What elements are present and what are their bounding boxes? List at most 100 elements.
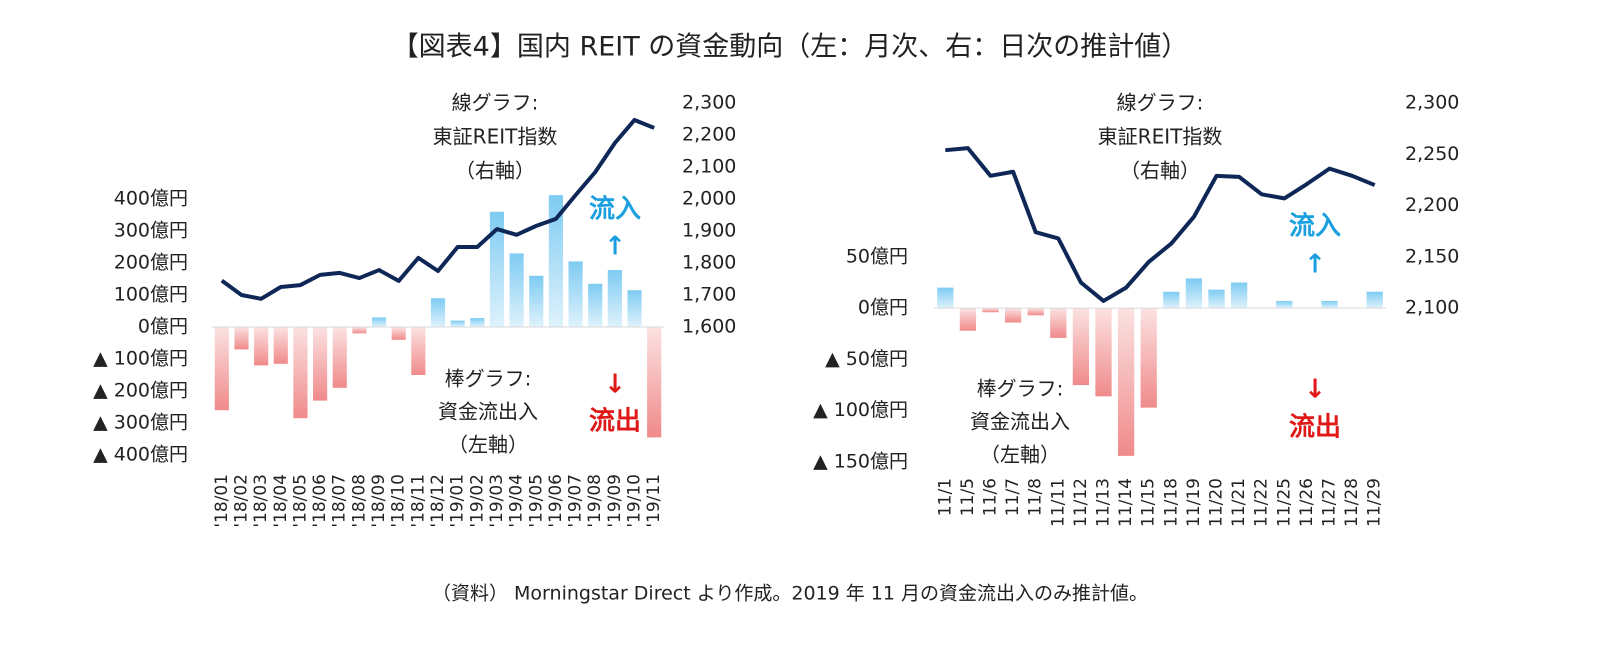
annotation: 東証REIT指数 [433,125,558,149]
x-tick-label: 11/21 [1229,478,1249,527]
x-tick-label: '18/10 [389,474,409,528]
y-tick-label: ▲ 100億円 [93,348,188,370]
bar [293,327,308,419]
y2-tick-label: 2,150 [1405,245,1459,267]
annotation: 流出 [1289,413,1341,443]
bar [509,253,524,327]
bar [1276,300,1293,309]
x-tick-label: 11/29 [1365,478,1385,527]
annotation: ↓ [604,370,626,400]
x-tick-label: '18/06 [310,474,330,528]
annotation: 棒グラフ: [445,367,532,391]
y-tick-label: ▲ 200億円 [93,380,188,402]
y2-tick-label: 1,900 [682,220,736,242]
y-tick-label: ▲ 300億円 [93,412,188,434]
annotation: （右軸） [455,159,535,183]
x-tick-label: '18/08 [349,474,369,528]
annotation: （左軸） [980,443,1060,467]
x-tick-label: 11/22 [1252,478,1272,527]
y-tick-label: 50億円 [846,245,908,267]
x-tick-label: '18/04 [271,474,291,528]
x-tick-label: 11/15 [1139,478,1159,527]
x-tick-label: 11/26 [1297,478,1317,527]
bar [1004,308,1022,323]
bar [1072,308,1090,386]
x-tick-label: '18/12 [428,474,448,528]
x-tick-label: '19/06 [546,474,566,528]
bar [982,308,999,313]
bar [313,327,328,401]
y-tick-label: 0億円 [138,316,188,338]
bar [1140,308,1157,408]
y-tick-label: 100億円 [114,284,188,306]
y2-tick-label: 2,200 [1405,194,1459,216]
annotation: 流出 [589,407,641,437]
annotation: 線グラフ: [452,91,539,115]
y2-tick-label: 2,200 [682,124,736,146]
x-tick-label: 11/7 [1003,478,1023,516]
x-tick-label: '19/11 [644,474,664,528]
x-tick-label: 11/18 [1161,478,1181,527]
x-tick-label: '18/05 [290,474,310,528]
bar [627,290,642,327]
x-tick-label: 11/27 [1320,478,1340,527]
bar [1185,278,1203,309]
x-tick-label: '19/01 [448,474,468,528]
bar [1230,282,1248,309]
bar [647,327,662,438]
line [220,117,655,301]
page-title: 【図表4】国内 REIT の資金動向（左：月次、右：日次の推計値） [392,32,1189,63]
bar [371,317,387,327]
bar [568,261,583,327]
annotation: 流入 [1289,212,1341,242]
bar [529,275,544,327]
x-tick-label: 11/1 [935,478,955,516]
x-tick-label: '18/02 [231,474,251,528]
annotation: ↑ [1304,250,1326,280]
bar [1366,291,1383,309]
bar [234,327,249,350]
annotation: （右軸） [1120,159,1200,183]
x-tick-label: 11/20 [1207,478,1227,527]
x-tick-label: '19/09 [605,474,625,528]
x-tick-label: '19/05 [526,474,546,528]
bar [1050,308,1067,338]
x-tick-label: 11/25 [1274,478,1294,527]
line [945,146,1376,303]
y-tick-label: 300億円 [114,220,188,242]
y-tick-label: ▲ 400億円 [93,444,188,466]
annotation: 東証REIT指数 [1098,125,1223,149]
bar [391,327,406,340]
annotation: ↑ [604,232,626,262]
x-tick-label: 11/6 [981,478,1001,516]
x-tick-label: 11/14 [1116,478,1136,527]
x-tick-label: '18/01 [212,474,232,528]
x-tick-label: 11/28 [1342,478,1362,527]
bar [489,211,505,327]
y-tick-label: ▲ 50億円 [825,348,908,370]
x-tick-label: '19/07 [566,474,586,528]
annotation: 資金流出入 [970,410,1070,434]
y2-tick-label: 1,800 [682,252,736,274]
x-tick-label: 11/13 [1094,478,1114,527]
y2-tick-label: 2,100 [1405,297,1459,319]
y2-tick-label: 2,000 [682,188,736,210]
bar [588,283,603,327]
x-tick-label: '18/11 [408,474,428,528]
y-tick-label: 200億円 [114,252,188,274]
bar [470,318,485,327]
bar [254,327,269,366]
bar [937,287,954,309]
y2-tick-label: 1,600 [682,316,736,338]
bar [332,327,347,388]
y2-tick-label: 2,300 [1405,92,1459,114]
x-tick-label: '19/10 [625,474,645,528]
bar [1321,300,1338,309]
annotation: 資金流出入 [438,400,538,424]
bar [959,308,977,331]
bar [450,320,465,327]
bar [1163,291,1180,309]
bar [1027,308,1044,316]
x-tick-label: 11/12 [1071,478,1091,527]
